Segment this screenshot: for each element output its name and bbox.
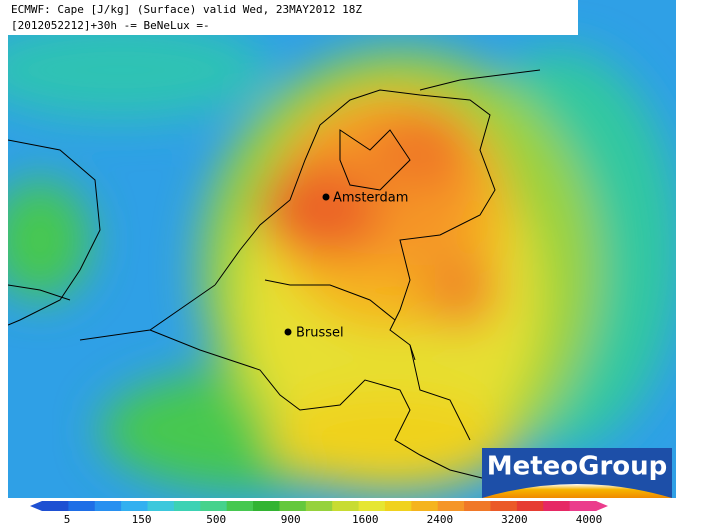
legend-label: 3200 bbox=[501, 513, 528, 526]
legend-arrow-right bbox=[596, 501, 608, 511]
legend-swatch bbox=[305, 501, 333, 511]
legend-swatch bbox=[358, 501, 386, 511]
logo-arc bbox=[482, 484, 672, 498]
borders bbox=[8, 69, 541, 481]
city-label: Amsterdam bbox=[333, 191, 408, 206]
legend-swatch bbox=[279, 501, 307, 511]
legend-swatch bbox=[200, 501, 228, 511]
legend-label: 5 bbox=[64, 513, 71, 526]
legend-swatch bbox=[121, 501, 149, 511]
city-dot bbox=[284, 328, 292, 336]
legend-swatch bbox=[332, 501, 360, 511]
header-subtitle: [2012052212]+30h -= BeNeLux =- bbox=[11, 19, 210, 32]
legend-swatch bbox=[42, 501, 69, 511]
legend-label: 2400 bbox=[427, 513, 454, 526]
legend-label: 900 bbox=[281, 513, 301, 526]
legend-swatch bbox=[173, 501, 201, 511]
legend-label: 500 bbox=[206, 513, 226, 526]
legend-swatch bbox=[147, 501, 175, 511]
color-legend: 5 150 500 900 1600 2400 3200 4000 bbox=[30, 501, 608, 526]
legend-swatch bbox=[464, 501, 491, 511]
legend-swatch bbox=[94, 501, 122, 511]
logo-text: MeteoGroup bbox=[487, 452, 668, 482]
legend-swatch bbox=[411, 501, 439, 511]
legend-swatch bbox=[68, 501, 96, 511]
legend-swatch bbox=[490, 501, 518, 511]
city-label: Brussel bbox=[296, 326, 344, 341]
legend-arrow-left bbox=[30, 501, 42, 511]
header-box bbox=[8, 0, 578, 35]
legend-label: 1600 bbox=[352, 513, 379, 526]
legend-swatch bbox=[516, 501, 544, 511]
legend-swatch bbox=[384, 501, 412, 511]
header-title: ECMWF: Cape [J/kg] (Surface) valid Wed, … bbox=[11, 3, 362, 16]
legend-swatch bbox=[437, 501, 465, 511]
legend-swatch bbox=[226, 501, 254, 511]
cape-field bbox=[8, 0, 676, 498]
legend-swatch bbox=[569, 501, 597, 511]
legend-label: 150 bbox=[132, 513, 152, 526]
legend-swatch bbox=[543, 501, 571, 511]
legend-swatch bbox=[253, 501, 280, 511]
city-dot bbox=[322, 193, 330, 201]
legend-label: 4000 bbox=[576, 513, 603, 526]
